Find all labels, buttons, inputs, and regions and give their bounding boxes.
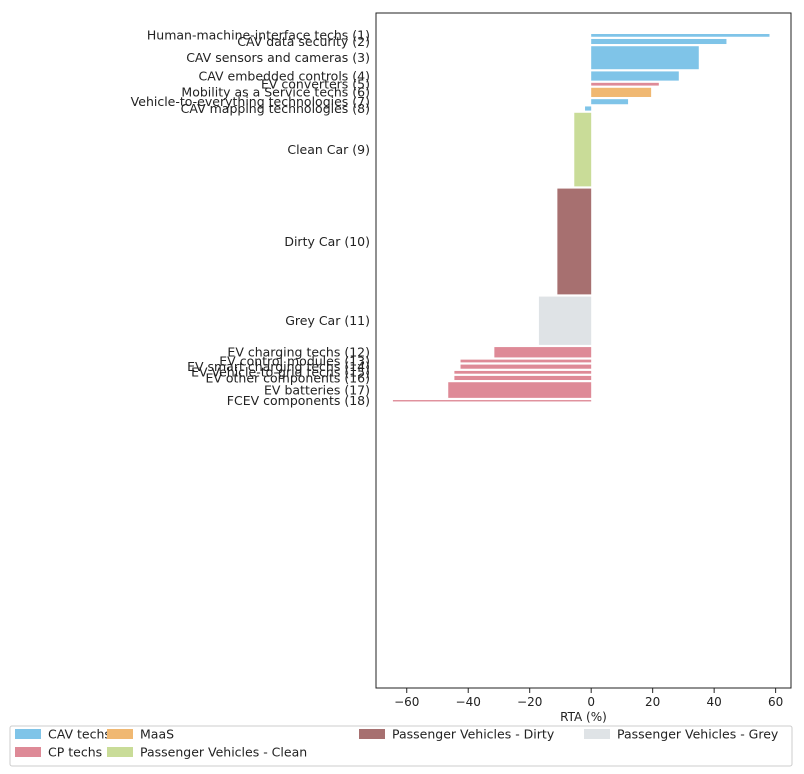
bar-8 [585, 106, 592, 111]
bar-14 [460, 364, 592, 369]
bar-1 [591, 34, 770, 37]
category-label-11: Grey Car (11) [285, 313, 370, 328]
x-tick-label: 60 [768, 695, 783, 709]
category-label-2: CAV data security (2) [237, 34, 370, 49]
bar-7 [591, 99, 629, 105]
legend-label: MaaS [140, 727, 174, 742]
legend-swatch [107, 747, 133, 757]
bar-4 [591, 71, 679, 81]
category-label-1: Human-machine-interface techs (1) [147, 28, 370, 43]
bar-2 [591, 38, 727, 45]
x-axis-title: RTA (%) [560, 710, 607, 724]
x-tick-label: 40 [707, 695, 722, 709]
x-tick-label: 20 [645, 695, 660, 709]
category-label-14: EV smart charging techs (14) [187, 359, 370, 374]
legend-label: Passenger Vehicles - Grey [617, 727, 779, 742]
category-label-9: Clean Car (9) [287, 142, 370, 157]
legend-swatch [15, 747, 41, 757]
category-label-6: Mobility as a Service techs (6) [181, 85, 370, 100]
legend-swatch [359, 729, 385, 739]
category-label-17: EV batteries (17) [264, 382, 370, 397]
legend-label: CAV techs [48, 727, 111, 742]
category-label-13: EV control modules (13) [219, 353, 370, 368]
category-label-15: EV Vehicle-to-grid techs (15) [191, 365, 370, 380]
bar-15 [454, 370, 592, 374]
bar-18 [392, 400, 592, 402]
category-label-4: CAV embedded controls (4) [199, 68, 370, 83]
bar-6 [591, 87, 652, 97]
x-tick-label: −60 [394, 695, 419, 709]
x-axis: −60 −40 −20 0 20 40 60 [394, 688, 783, 709]
category-label-18: FCEV components (18) [227, 393, 370, 408]
bar-3 [591, 46, 699, 70]
plot-frame [375, 12, 792, 689]
bar-13 [460, 359, 592, 363]
bar-16 [454, 375, 592, 381]
bar-9 [574, 112, 592, 187]
x-tick-label: −20 [517, 695, 542, 709]
bars-layer [392, 34, 770, 402]
category-label-10: Dirty Car (10) [284, 234, 370, 249]
category-label-7: Vehicle-to-everything technologies (7) [131, 94, 370, 109]
bar-11 [538, 296, 592, 345]
category-label-16: EV other components (16) [205, 370, 370, 385]
bar-10 [557, 188, 592, 295]
bar-17 [448, 382, 592, 398]
legend-swatch [15, 729, 41, 739]
legend-swatch [107, 729, 133, 739]
legend-swatch [584, 729, 610, 739]
x-tick-label: 0 [587, 695, 595, 709]
category-label-5: EV converters (5) [261, 77, 370, 92]
bar-5 [591, 82, 659, 86]
legend-label: CP techs [48, 745, 102, 760]
category-label-3: CAV sensors and cameras (3) [186, 50, 370, 65]
legend-label: Passenger Vehicles - Clean [140, 745, 307, 760]
legend-label: Passenger Vehicles - Dirty [392, 727, 555, 742]
category-label-8: CAV mapping technologies (8) [181, 101, 370, 116]
bar-12 [494, 347, 592, 358]
category-label-12: EV charging techs (12) [227, 345, 370, 360]
category-labels: Human-machine-interface techs (1)CAV dat… [131, 28, 370, 408]
x-tick-label: −40 [456, 695, 481, 709]
legend: CAV techs CP techs MaaS Passenger Vehicles … [9, 725, 793, 767]
